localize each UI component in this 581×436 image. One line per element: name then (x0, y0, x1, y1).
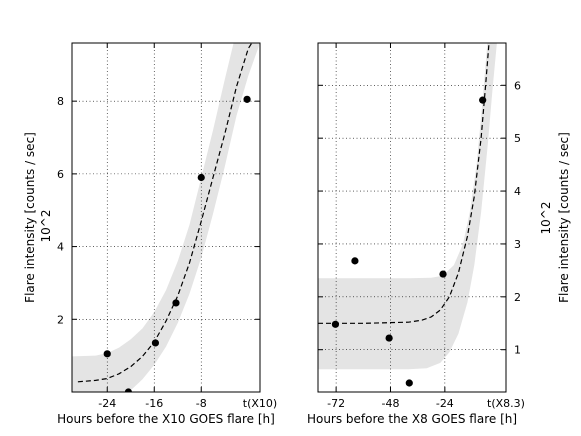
right-panel: -72 -48 -24 t(X8.3) 1 2 3 4 5 6 Hours before the X… (307, 42, 571, 426)
y-axis-unit: 10^2 (539, 202, 553, 235)
x-tick-label: -24 (436, 397, 454, 410)
confidence-band (318, 43, 497, 370)
data-point (172, 299, 180, 307)
y-axis-label: Flare intensity [counts / sec] (23, 132, 37, 303)
x-axis-label: Hours before the X8 GOES flare [h] (307, 412, 517, 426)
axes-frame (317, 42, 507, 393)
y-tick-label: 6 (514, 79, 521, 92)
data-point (103, 350, 111, 358)
y-tick-label: 4 (514, 185, 521, 198)
y-tick-label: 8 (57, 95, 64, 108)
x-tick-label: -72 (327, 397, 345, 410)
y-tick-label: 2 (57, 313, 64, 326)
x-tick-label: -8 (196, 397, 207, 410)
x-tick-label: -24 (98, 397, 116, 410)
data-point (151, 339, 160, 347)
x-end-label: t(X10) (243, 397, 277, 410)
plot-area (318, 43, 506, 392)
y-tick-label: 3 (514, 238, 521, 251)
data-point (331, 320, 340, 328)
x-axis-label: Hours before the X10 GOES flare [h] (57, 412, 275, 426)
data-point (479, 96, 487, 104)
data-point (385, 334, 393, 342)
confidence-band (72, 43, 260, 392)
data-point (124, 388, 132, 392)
data-point (243, 95, 251, 103)
fit-curve (77, 43, 253, 383)
y-axis-unit: 10^2 (39, 210, 53, 243)
x-end-label: t(X8.3) (487, 397, 525, 410)
y-tick-label: 1 (514, 344, 521, 357)
fit-curve (318, 43, 490, 324)
x-tick-label: -16 (145, 397, 163, 410)
data-point (197, 173, 205, 182)
y-tick-label: 5 (514, 132, 521, 145)
plot-area (72, 43, 260, 392)
axes-frame (71, 42, 261, 393)
data-point (351, 257, 359, 265)
x-tick-label: -48 (381, 397, 399, 410)
data-point (405, 379, 413, 387)
y-tick-label: 2 (514, 291, 521, 304)
left-panel: -24 -16 -8 t(X10) 2 4 6 8 Hours before the X10 G… (23, 42, 277, 426)
y-tick-label: 6 (57, 168, 64, 181)
y-tick-label: 4 (57, 241, 64, 254)
data-point (439, 270, 447, 278)
y-axis-label: Flare intensity [counts / sec] (557, 132, 571, 303)
